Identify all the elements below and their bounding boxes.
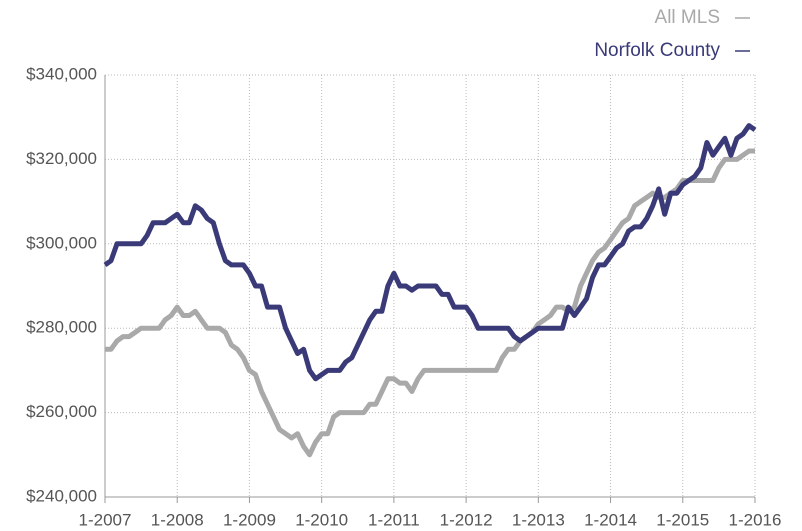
series-line [103,123,757,382]
legend-label: Norfolk County [594,40,720,61]
x-tick-label: 1-2013 [512,510,565,529]
series-line [105,148,755,458]
y-tick-label: $300,000 [26,233,97,252]
y-tick-label: $260,000 [26,402,97,421]
y-tick-label: $340,000 [26,64,97,83]
y-tick-label: $240,000 [26,486,97,505]
x-tick-label: 1-2016 [729,510,782,529]
x-tick-label: 1-2009 [223,510,276,529]
x-tick-label: 1-2008 [151,510,204,529]
y-tick-label: $280,000 [26,318,97,337]
x-tick-label: 1-2015 [656,510,709,529]
x-tick-label: 1-2010 [295,510,348,529]
x-tick-label: 1-2007 [79,510,132,529]
legend-label: All MLS [655,7,720,28]
x-tick-label: 1-2012 [440,510,493,529]
x-tick-label: 1-2011 [368,510,420,529]
x-tick-label: 1-2014 [584,510,637,529]
y-tick-label: $320,000 [26,149,97,168]
